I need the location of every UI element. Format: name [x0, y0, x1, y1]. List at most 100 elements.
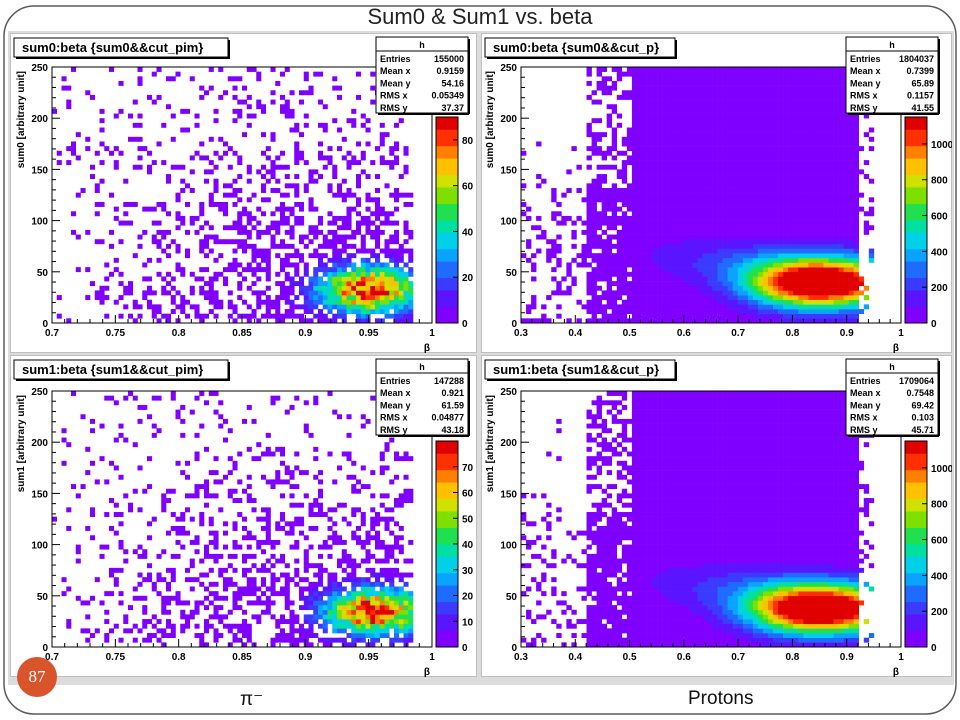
heatmap-cell [541, 229, 547, 235]
heatmap-cell [246, 637, 252, 643]
heatmap-cell [833, 276, 839, 282]
heatmap-cell [403, 285, 409, 291]
heatmap-cell [667, 253, 673, 259]
heatmap-cell [752, 80, 759, 86]
heatmap-cell [808, 211, 814, 217]
heatmap-cell [838, 104, 844, 110]
heatmap-cell [652, 220, 658, 226]
heatmap-cell [813, 104, 819, 110]
heatmap-cell [313, 633, 319, 638]
heatmap-cell [762, 85, 769, 91]
heatmap-cell [394, 285, 400, 291]
heatmap-cell [586, 206, 592, 212]
heatmap-cell [647, 150, 653, 156]
heatmap-cell [727, 67, 734, 72]
heatmap-cell [652, 150, 658, 156]
heatmap-cell [707, 215, 713, 221]
heatmap-cell [318, 215, 324, 221]
heatmap-cell [768, 285, 774, 291]
heatmap-cell [551, 248, 557, 254]
heatmap-cell [256, 99, 262, 105]
heatmap-cell [662, 67, 668, 72]
heatmap-cell [223, 225, 229, 231]
heatmap-cell [742, 281, 749, 287]
heatmap-cell [356, 225, 362, 231]
heatmap-cell [616, 295, 623, 301]
heatmap-cell [732, 257, 739, 263]
heatmap-cell [571, 220, 577, 226]
heatmap-cell [360, 239, 366, 245]
heatmap-cell [313, 281, 319, 287]
heatmap-cell [631, 253, 638, 259]
heatmap-cell [56, 295, 62, 301]
heatmap-cell [672, 253, 678, 259]
heatmap-cell [757, 174, 764, 179]
heatmap-cell [313, 169, 319, 175]
heatmap-cell [773, 132, 779, 138]
y-tick-label: 50 [37, 268, 49, 279]
heatmap-cell [218, 239, 224, 245]
heatmap-cell [808, 127, 814, 133]
heatmap-cell [313, 290, 319, 296]
heatmap-cell [672, 164, 678, 170]
heatmap-cell [611, 108, 618, 114]
heatmap-cell [798, 211, 804, 217]
heatmap-cell [823, 178, 829, 184]
heatmap-cell [251, 535, 257, 541]
heatmap-cell [123, 178, 129, 184]
heatmap-cell [223, 614, 229, 620]
heatmap-cell [793, 99, 799, 105]
heatmap-cell [808, 271, 814, 277]
heatmap-cell [757, 262, 764, 268]
heatmap-cell [170, 164, 176, 170]
heatmap-cell [722, 197, 728, 203]
heatmap-cell [727, 295, 734, 301]
heatmap-cell [752, 295, 759, 301]
heatmap-cell [858, 146, 865, 152]
heatmap-cell [752, 206, 759, 212]
heatmap-cell [707, 253, 713, 259]
heatmap-cell [747, 295, 754, 301]
heatmap-cell [667, 309, 673, 314]
heatmap-cell [647, 281, 653, 287]
heatmap-cell [773, 80, 779, 86]
heatmap-cell [318, 318, 324, 324]
color-scale-segment [905, 269, 927, 274]
heatmap-cell [621, 197, 628, 203]
heatmap-cell [641, 248, 648, 254]
heatmap-cell [672, 146, 678, 152]
heatmap-cell [280, 553, 286, 559]
heatmap-cell [793, 197, 799, 203]
heatmap-cell [692, 229, 698, 235]
heatmap-cell [697, 267, 703, 273]
heatmap-cell [403, 309, 409, 314]
heatmap-cell [227, 563, 233, 569]
heatmap-cell [762, 183, 769, 189]
heatmap-cell [702, 136, 708, 142]
heatmap-cell [707, 285, 713, 291]
heatmap-cell [384, 299, 390, 305]
heatmap-cell [798, 132, 804, 138]
heatmap-cell [586, 94, 592, 100]
heatmap-cell [142, 577, 148, 583]
heatmap-cell [697, 220, 703, 226]
heatmap-cell [722, 80, 728, 86]
heatmap-cell [170, 76, 176, 82]
heatmap-cell [621, 188, 628, 193]
heatmap-cell [318, 253, 324, 259]
heatmap-cell [75, 493, 81, 499]
heatmap-cell [591, 150, 597, 156]
heatmap-cell [123, 549, 129, 555]
heatmap-cell [104, 544, 110, 550]
heatmap-cell [848, 188, 854, 193]
heatmap-cell [868, 146, 875, 152]
heatmap-cell [308, 512, 314, 517]
heatmap-cell [289, 229, 295, 235]
heatmap-cell [752, 183, 759, 189]
heatmap-cell [275, 271, 281, 277]
heatmap-cell [828, 248, 834, 254]
heatmap-cell [365, 225, 371, 231]
heatmap-cell [571, 281, 577, 287]
heatmap-cell [858, 192, 865, 198]
heatmap-cell [294, 192, 300, 198]
